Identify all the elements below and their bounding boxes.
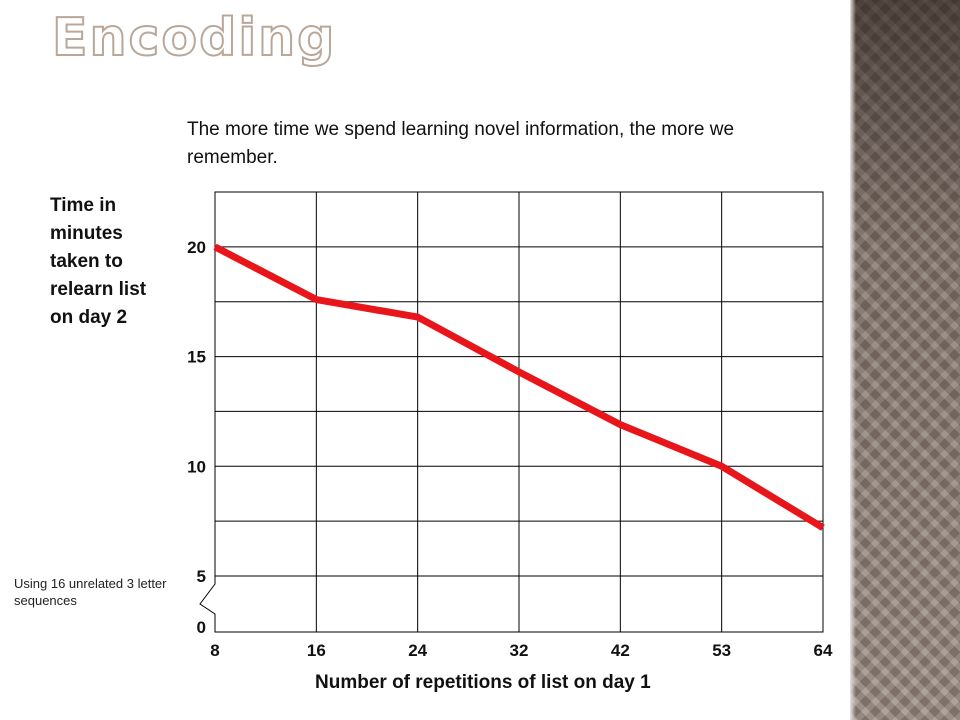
x-tick-label: 8 (210, 641, 219, 660)
decorative-side-panel (850, 0, 960, 720)
x-tick-label: 16 (307, 641, 326, 660)
y-tick-label: 10 (187, 457, 206, 476)
y-tick-label: 15 (187, 348, 206, 367)
x-tick-label: 32 (510, 641, 529, 660)
x-tick-label: 53 (712, 641, 731, 660)
footnote: Using 16 unrelated 3 letter sequences (14, 576, 167, 608)
y-tick-label: 0 (197, 618, 206, 637)
y-axis-label: Time in minutes taken to relearn list on… (50, 195, 147, 328)
axis-break-symbol (199, 576, 216, 632)
slide-title: Encoding (51, 7, 337, 69)
x-tick-label: 64 (814, 641, 833, 660)
x-tick-label: 24 (408, 641, 427, 660)
slide-subtitle: The more time we spend learning novel in… (187, 119, 735, 168)
x-tick-label: 42 (611, 641, 630, 660)
y-tick-label: 5 (197, 567, 206, 586)
y-tick-label: 20 (187, 238, 206, 257)
x-axis-label: Number of repetitions of list on day 1 (315, 672, 651, 693)
axis-break-mask (209, 583, 221, 617)
